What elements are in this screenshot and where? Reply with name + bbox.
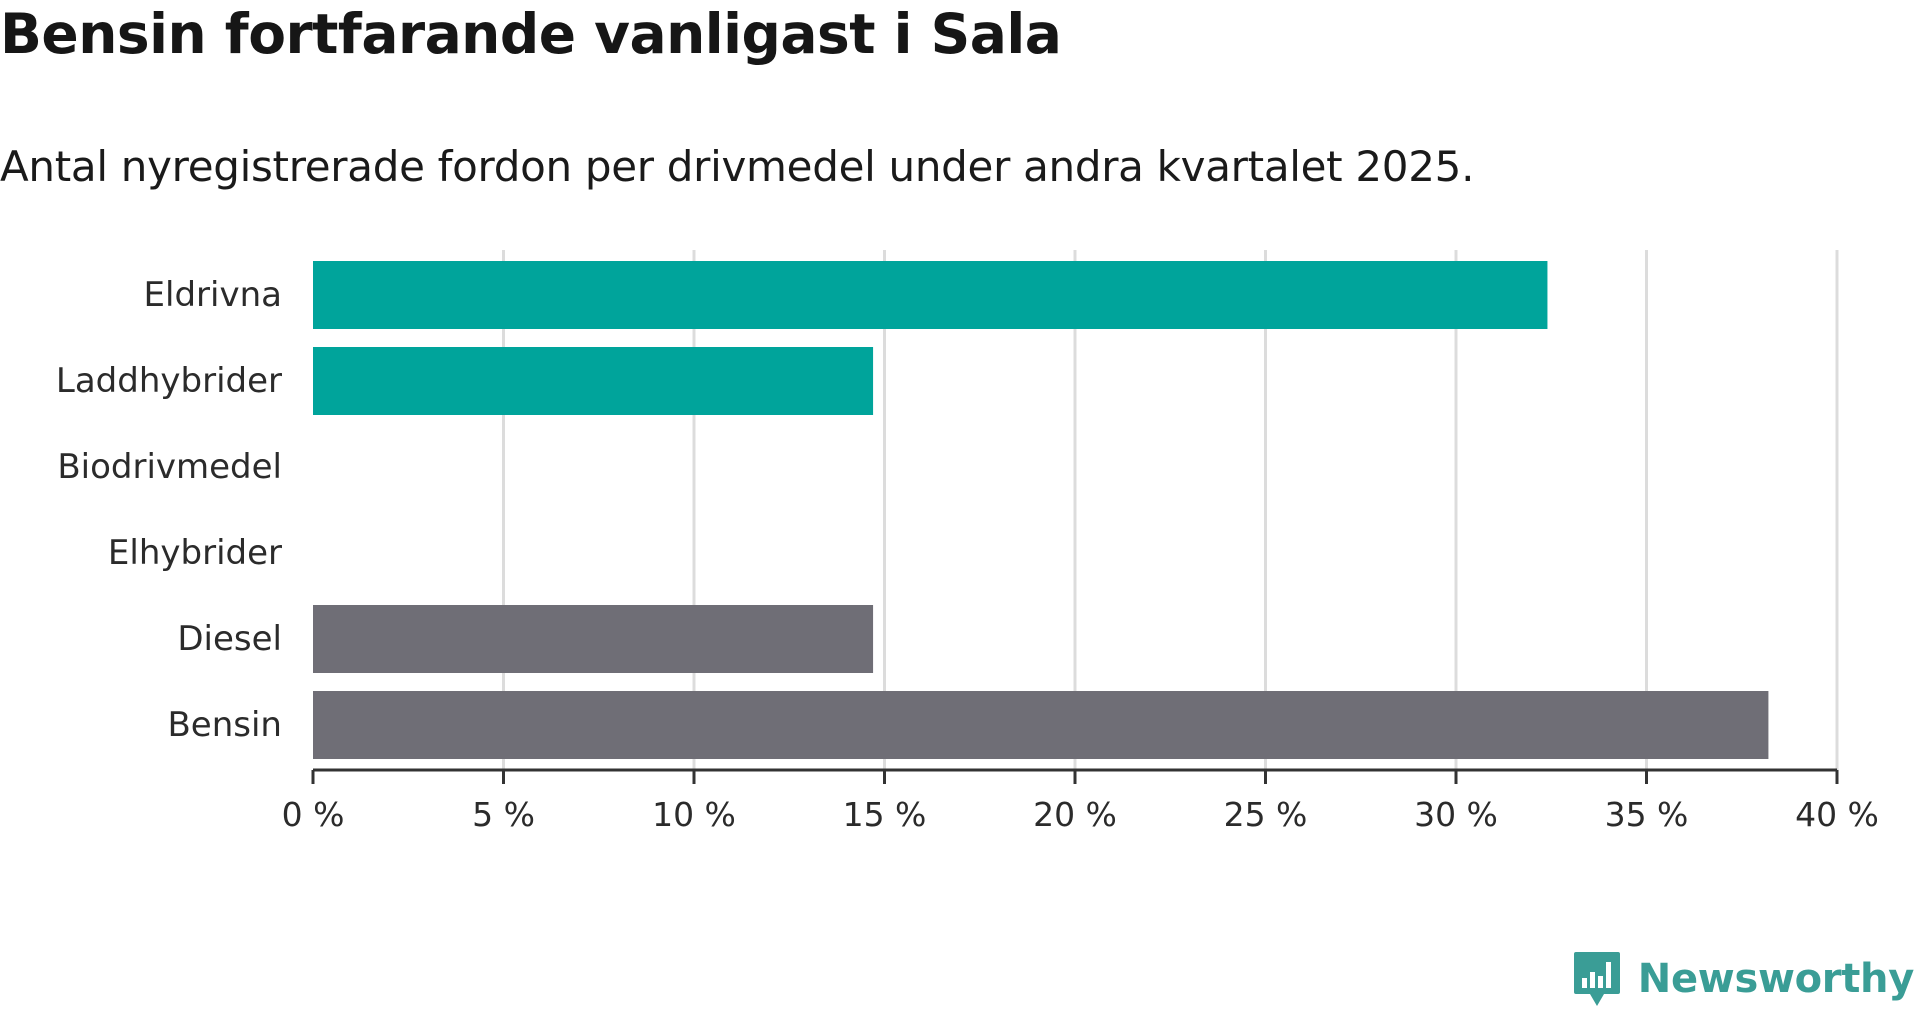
- bars: [313, 261, 1769, 759]
- bar-diesel: [313, 605, 874, 673]
- category-label: Diesel: [177, 619, 282, 659]
- chart-title: Bensin fortfarande vanligast i Sala: [0, 2, 1062, 66]
- chart-subtitle: Antal nyregistrerade fordon per drivmede…: [0, 142, 1475, 191]
- bar-eldrivna: [313, 261, 1548, 329]
- x-tick-label: 15 %: [843, 795, 927, 834]
- bar-chart-badge-icon: [1573, 952, 1620, 1006]
- category-label: Bensin: [167, 705, 282, 745]
- x-tick-label: 20 %: [1033, 795, 1117, 834]
- grid-lines: [502, 250, 1839, 770]
- brand-logo: Newsworthy: [1572, 950, 1914, 1008]
- brand-name: Newsworthy: [1637, 956, 1915, 1002]
- bar-laddhybrider: [313, 347, 874, 415]
- x-tick-label: 40 %: [1795, 795, 1879, 834]
- category-label: Elhybrider: [108, 533, 282, 573]
- category-labels: Eldrivna Laddhybrider Biodrivmedel Elhybrid…: [56, 275, 282, 745]
- x-tick-label: 0 %: [282, 795, 345, 834]
- category-label: Eldrivna: [144, 275, 282, 315]
- x-axis: 0 % 5 % 10 % 15 % 20 % 25 % 30 % 35 % 40 %: [282, 768, 1879, 834]
- category-label: Laddhybrider: [56, 361, 282, 401]
- x-tick-label: 35 %: [1605, 795, 1689, 834]
- bar-bensin: [313, 691, 1769, 759]
- x-tick-label: 10 %: [652, 795, 736, 834]
- x-tick-label: 5 %: [472, 795, 535, 834]
- category-label: Biodrivmedel: [57, 447, 282, 487]
- x-tick-label: 25 %: [1224, 795, 1308, 834]
- x-tick-label: 30 %: [1414, 795, 1498, 834]
